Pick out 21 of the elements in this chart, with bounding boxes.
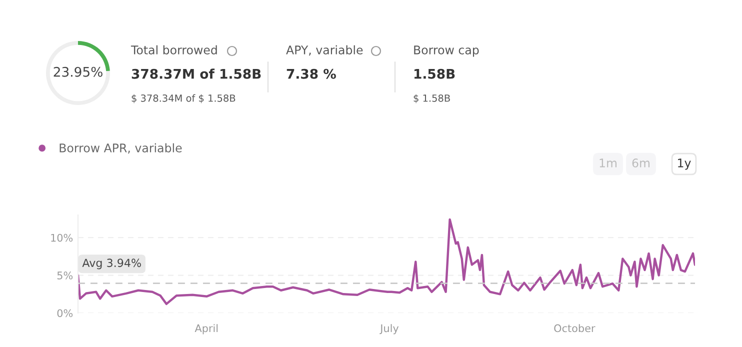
text: 1.58B (414, 68, 455, 79)
text: 23.95% (54, 66, 102, 77)
x-tick-label: July (380, 324, 399, 334)
donut-slice (46, 41, 110, 105)
text: $ 378.34M of $ 1.58B (132, 94, 236, 104)
text: $ 1.58B (414, 94, 450, 104)
y-tick-label: 0% (57, 309, 73, 318)
x-tick-label: October (554, 324, 596, 332)
y-tick-label: 5% (57, 272, 73, 280)
ref-line-label: Avg 3.94% (82, 258, 141, 270)
text: 1y (678, 158, 691, 170)
text: 1m (600, 158, 617, 168)
legend-label: Borrow APR, variable (60, 143, 182, 154)
y-tick-label: 10% (51, 234, 73, 242)
text: 378.37M of 1.58B (132, 68, 261, 79)
x-tick-label: April (194, 324, 218, 334)
text: 7.38 % (286, 68, 336, 79)
text: Borrow cap (414, 46, 479, 57)
text: 6m (632, 158, 650, 168)
text: APY, variable (286, 45, 363, 56)
text: Total borrowed (130, 45, 217, 54)
